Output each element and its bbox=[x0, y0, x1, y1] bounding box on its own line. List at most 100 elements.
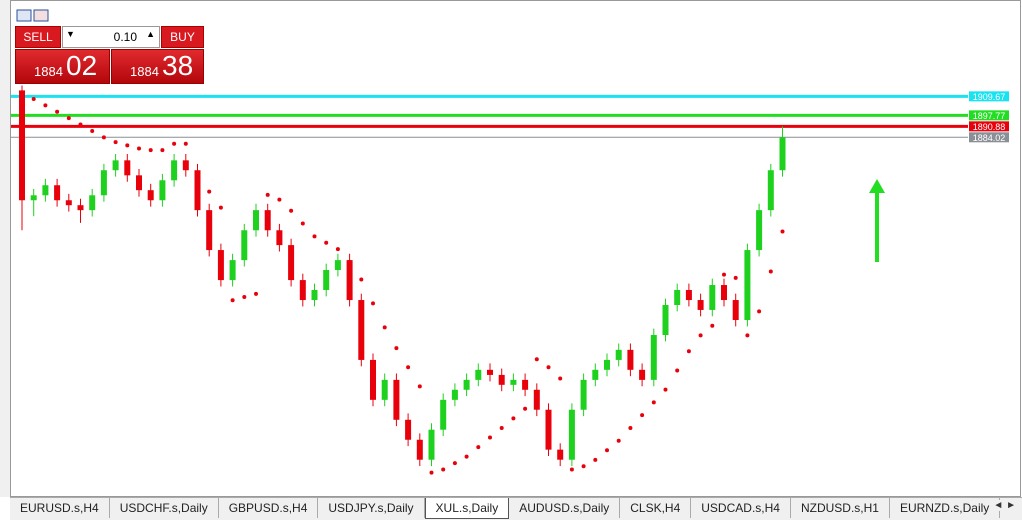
candle-body bbox=[323, 270, 330, 290]
candle-body bbox=[229, 260, 236, 281]
lot-value: 0.10 bbox=[113, 30, 137, 44]
bid-price[interactable]: 1884 02 bbox=[15, 49, 110, 84]
sar-dot bbox=[183, 141, 188, 146]
arrow-head bbox=[869, 179, 885, 193]
tab[interactable]: NZDUSD.s,H1 bbox=[791, 498, 890, 518]
sar-dot bbox=[207, 189, 212, 194]
sar-dot bbox=[125, 143, 130, 148]
candle-body bbox=[253, 210, 259, 231]
sar-dot bbox=[488, 435, 492, 440]
tab[interactable]: AUDUSD.s,Daily bbox=[509, 498, 621, 518]
sar-dot bbox=[195, 181, 200, 186]
candle-body bbox=[721, 285, 727, 301]
sar-dot bbox=[441, 467, 446, 472]
candle-body bbox=[604, 359, 610, 370]
sar-dot bbox=[78, 122, 83, 127]
sar-dot bbox=[464, 454, 469, 459]
candle-body bbox=[112, 160, 119, 171]
sar-dot bbox=[312, 234, 317, 239]
candle-body bbox=[498, 374, 505, 385]
candle-body bbox=[662, 304, 669, 336]
tab[interactable]: GBPUSD.s,H4 bbox=[219, 498, 319, 518]
candle-body bbox=[451, 389, 458, 400]
candle-body bbox=[545, 409, 552, 450]
candle-body bbox=[206, 210, 213, 251]
sar-dot bbox=[651, 400, 656, 405]
sar-dot bbox=[757, 309, 762, 314]
sar-dot bbox=[20, 90, 24, 95]
tab[interactable]: USDCAD.s,H4 bbox=[691, 498, 791, 518]
sar-dot bbox=[371, 301, 375, 306]
spin-up[interactable]: ▲ bbox=[146, 29, 155, 39]
candle-body bbox=[744, 250, 751, 320]
tab-scroll[interactable]: ◄ ► bbox=[993, 500, 1016, 511]
candle-body bbox=[299, 280, 306, 301]
left-bar bbox=[0, 0, 10, 497]
price-label-bg bbox=[969, 91, 1009, 102]
sar-dot bbox=[113, 140, 118, 145]
ask-price[interactable]: 1884 38 bbox=[111, 49, 204, 84]
candle-body bbox=[182, 160, 189, 171]
sar-dot bbox=[616, 438, 621, 443]
lot-box[interactable]: ▼ 0.10 ▲ bbox=[62, 26, 160, 48]
candle-body bbox=[685, 289, 692, 301]
sar-dot bbox=[511, 416, 516, 421]
candle-body bbox=[592, 369, 599, 380]
sar-dot bbox=[429, 470, 434, 475]
buy-button[interactable]: BUY bbox=[161, 26, 204, 48]
sell-button[interactable]: SELL bbox=[15, 26, 61, 48]
sar-dot bbox=[277, 197, 282, 202]
candle-body bbox=[217, 250, 224, 281]
candle-body bbox=[440, 399, 447, 430]
candle-body bbox=[30, 195, 37, 201]
tab[interactable]: EURNZD.s,Daily bbox=[890, 498, 1001, 518]
sar-dot bbox=[546, 365, 551, 370]
sar-dot bbox=[605, 448, 609, 453]
sar-dot bbox=[254, 291, 258, 296]
sar-dot bbox=[230, 298, 235, 303]
candle-body bbox=[54, 185, 61, 201]
candle-body bbox=[709, 285, 716, 310]
candle-body bbox=[393, 379, 400, 420]
candle-body bbox=[428, 429, 435, 460]
tab[interactable]: EURUSD.s,H4 bbox=[10, 498, 110, 518]
sar-dot bbox=[382, 325, 387, 330]
sar-dot bbox=[218, 205, 223, 210]
spin-down[interactable]: ▼ bbox=[66, 29, 75, 39]
tab-bar: EURUSD.s,H4 USDCHF.s,Daily GBPUSD.s,H4 USDJ… bbox=[10, 497, 1022, 520]
candle-body bbox=[194, 170, 201, 211]
candle-body bbox=[311, 289, 318, 301]
sar-dot bbox=[417, 384, 422, 389]
price-label: 1897.77 bbox=[973, 111, 1006, 121]
candle-body bbox=[767, 170, 774, 211]
sar-dot bbox=[569, 467, 574, 472]
candle-body bbox=[487, 369, 493, 375]
tab[interactable]: USDCHF.s,Daily bbox=[110, 498, 219, 518]
sar-dot bbox=[640, 413, 645, 418]
candle-body bbox=[77, 205, 84, 211]
sar-dot bbox=[406, 365, 411, 370]
sar-dot bbox=[347, 259, 352, 264]
sar-dot bbox=[160, 148, 165, 153]
tab[interactable]: CLSK,H4 bbox=[620, 498, 692, 518]
sar-dot bbox=[31, 97, 36, 102]
tab[interactable]: USDJPY.s,Daily bbox=[318, 498, 425, 518]
candle-body bbox=[405, 419, 412, 440]
candle-body bbox=[416, 439, 423, 460]
candle-body bbox=[697, 300, 704, 310]
price-label: 1884.02 bbox=[973, 133, 1006, 143]
sar-dot bbox=[335, 247, 340, 252]
sar-dot bbox=[733, 275, 738, 280]
candle-body bbox=[381, 379, 388, 400]
sar-dot bbox=[558, 376, 563, 381]
candle-body bbox=[65, 200, 72, 206]
sar-dot bbox=[43, 103, 48, 108]
tab[interactable]: XUL.s,Daily bbox=[424, 498, 510, 519]
candle-body bbox=[276, 230, 283, 246]
sar-dot bbox=[686, 349, 691, 354]
sar-dot bbox=[148, 148, 153, 153]
candle-body bbox=[159, 180, 166, 201]
candle-body bbox=[100, 170, 107, 196]
sar-dot bbox=[663, 387, 668, 392]
